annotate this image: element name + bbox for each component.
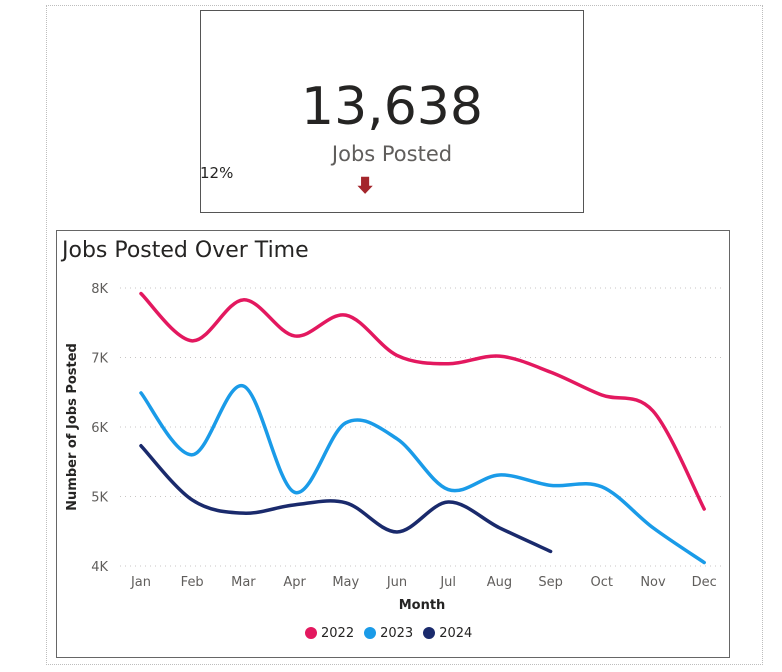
y-tick-label: 4K bbox=[91, 560, 108, 575]
x-tick-label: Mar bbox=[231, 575, 256, 590]
x-tick-label: Nov bbox=[640, 575, 666, 590]
x-tick-label: Oct bbox=[591, 575, 613, 590]
chart-legend: 2022 2023 2024 bbox=[305, 624, 472, 642]
x-tick-label: Jan bbox=[130, 575, 151, 590]
x-tick-label: Sep bbox=[538, 575, 563, 590]
x-tick-label: Jul bbox=[439, 575, 456, 590]
legend-swatch bbox=[305, 627, 317, 639]
legend-swatch bbox=[423, 627, 436, 639]
y-tick-label: 6K bbox=[91, 421, 108, 436]
legend-item[interactable]: 2022 bbox=[305, 626, 354, 641]
y-tick-label: 8K bbox=[91, 282, 108, 297]
chart-title: Jobs Posted Over Time bbox=[62, 238, 309, 263]
x-tick-label: Apr bbox=[283, 575, 306, 590]
legend-label: 2024 bbox=[439, 625, 473, 641]
line-chart-card[interactable] bbox=[56, 230, 730, 658]
legend-label: 2022 bbox=[321, 625, 355, 641]
y-tick-label: 7K bbox=[91, 352, 108, 367]
legend-item[interactable]: 2024 bbox=[423, 626, 472, 641]
kpi-label: Jobs Posted bbox=[331, 142, 453, 166]
kpi-card[interactable]: 13,638 Jobs Posted bbox=[200, 10, 584, 213]
x-axis-title: Month bbox=[399, 598, 446, 613]
series-line-2023 bbox=[139, 384, 706, 565]
down-arrow-icon bbox=[357, 176, 373, 194]
visual-container bbox=[46, 5, 763, 665]
x-tick-label: Aug bbox=[487, 575, 512, 590]
y-axis-title: Number of Jobs Posted bbox=[65, 343, 80, 511]
y-tick-label: 5K bbox=[91, 491, 108, 506]
legend-label: 2023 bbox=[380, 625, 414, 641]
x-tick-label: Dec bbox=[692, 575, 717, 590]
series-line-2022 bbox=[139, 291, 706, 511]
x-tick-label: May bbox=[332, 575, 359, 590]
series-line-2024 bbox=[139, 444, 553, 554]
x-tick-label: Feb bbox=[181, 575, 204, 590]
legend-swatch bbox=[364, 627, 377, 639]
kpi-change: 12% bbox=[200, 164, 234, 182]
legend-item[interactable]: 2023 bbox=[364, 626, 413, 641]
kpi-value: 13,638 bbox=[301, 77, 483, 137]
x-tick-label: Jun bbox=[386, 575, 407, 590]
